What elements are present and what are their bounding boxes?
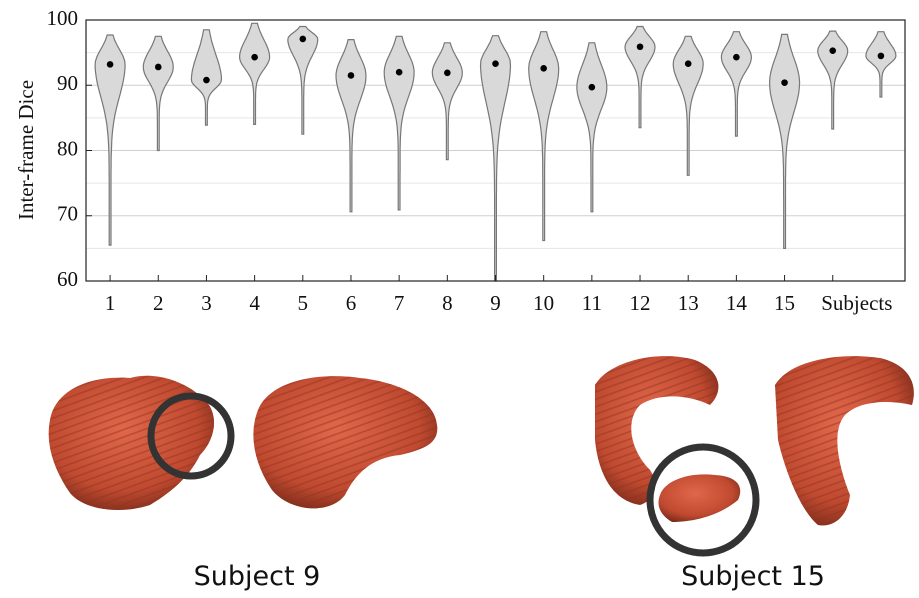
x-tick-label: 15 — [774, 291, 795, 315]
y-tick-label: 90 — [57, 71, 78, 95]
y-tick-label: 80 — [57, 136, 78, 160]
segmentation-fragment — [658, 474, 741, 522]
violin — [817, 30, 849, 130]
x-tick-label: 3 — [201, 291, 212, 315]
median-dot — [733, 53, 740, 61]
x-tick-label: 11 — [582, 291, 602, 315]
x-tick-label: 14 — [726, 291, 748, 315]
median-dot — [588, 83, 596, 91]
median-dot — [684, 60, 692, 68]
texture — [595, 356, 719, 505]
violin — [238, 22, 271, 125]
median-dot — [781, 79, 788, 86]
x-tick-label: 13 — [678, 291, 699, 315]
violin — [528, 31, 560, 242]
violin — [865, 31, 897, 98]
x-tick-label: Subjects — [821, 291, 892, 315]
y-tick-label: 100 — [47, 6, 79, 30]
median-dot — [829, 47, 837, 54]
highlight-circle — [147, 392, 235, 480]
highlight-circle — [646, 443, 760, 557]
median-dot — [492, 60, 499, 68]
x-tick-label: 9 — [490, 291, 501, 315]
y-tick-label: 60 — [57, 267, 78, 291]
x-tick-label: 1 — [105, 291, 116, 315]
y-tick-label: 70 — [57, 202, 78, 226]
texture — [775, 356, 914, 526]
caption: Subject 9 — [194, 561, 321, 592]
violin — [142, 35, 174, 152]
violin — [431, 42, 463, 161]
violin — [335, 39, 367, 213]
median-dot — [347, 72, 355, 79]
x-tick-label: 12 — [630, 291, 651, 315]
median-dot — [251, 53, 258, 61]
subject-15-images — [595, 356, 914, 557]
x-tick-label: 5 — [298, 291, 309, 315]
violin — [720, 31, 753, 137]
texture — [253, 376, 438, 509]
median-dot — [636, 43, 644, 51]
violin — [94, 34, 126, 246]
violin — [624, 25, 656, 129]
violin — [672, 35, 704, 176]
x-tick-label: 4 — [249, 291, 260, 315]
violin — [768, 33, 801, 249]
median-dot — [540, 64, 547, 72]
y-axis-label: Inter-frame Dice — [14, 80, 38, 220]
x-tick-label: 10 — [533, 291, 554, 315]
x-tick-label: 6 — [346, 291, 357, 315]
subject-9-images — [48, 375, 438, 510]
x-tick-label: 8 — [442, 291, 453, 315]
median-dot — [877, 52, 885, 60]
violin — [287, 25, 319, 135]
median-dot — [106, 61, 114, 68]
violin — [479, 35, 512, 282]
median-dot — [395, 68, 403, 76]
median-dot — [444, 69, 451, 77]
texture — [48, 375, 215, 510]
violin — [576, 42, 608, 213]
median-dot — [154, 63, 162, 71]
violin — [383, 35, 415, 211]
caption: Subject 15 — [681, 561, 825, 592]
x-tick-label: 2 — [153, 291, 164, 315]
median-dot — [299, 35, 307, 43]
median-dot — [203, 76, 210, 84]
x-tick-label: 7 — [394, 291, 405, 315]
